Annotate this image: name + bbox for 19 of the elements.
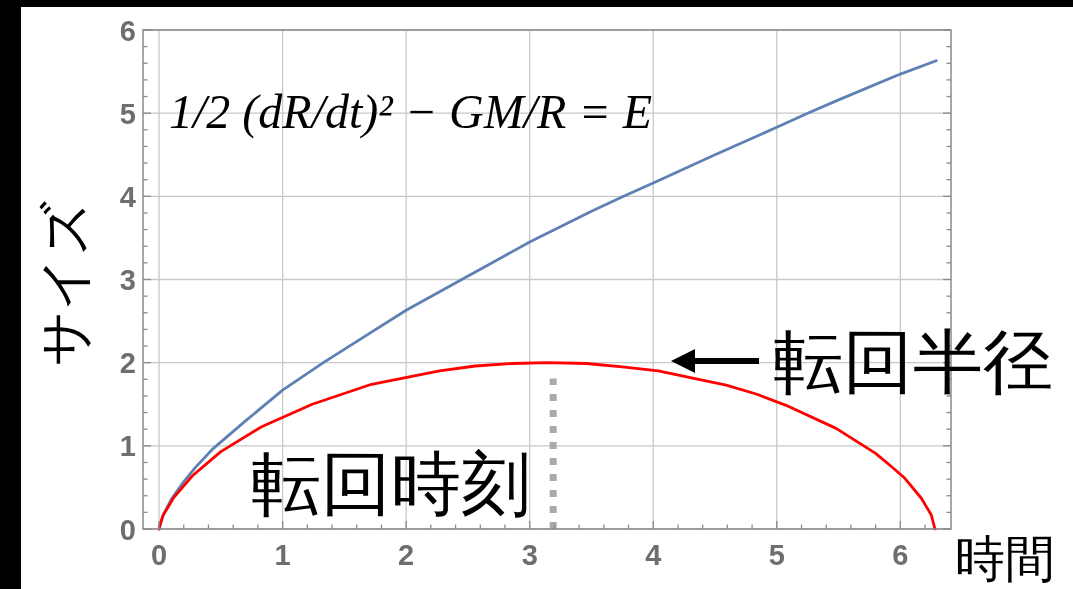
- y-tick-label: 2: [119, 347, 136, 380]
- x-tick-label: 5: [768, 539, 785, 571]
- y-tick-label: 1: [119, 430, 136, 463]
- y-tick-label: 3: [119, 264, 136, 296]
- x-axis-title: 時間: [955, 531, 1055, 587]
- x-tick-label: 1: [274, 539, 291, 571]
- y-tick-label: 5: [119, 97, 136, 130]
- annotation: 1/2 (dR/dt)² − GM/R = E: [169, 85, 653, 139]
- x-tick-label: 2: [398, 539, 415, 571]
- x-tick-label: 6: [892, 539, 909, 571]
- y-tick-label: 6: [119, 14, 136, 47]
- x-tick-label: 3: [521, 539, 538, 571]
- y-tick-label: 0: [119, 513, 136, 546]
- annotation: 転回半径: [773, 323, 1053, 401]
- x-tick-label: 0: [150, 539, 168, 571]
- y-axis-title: サイズ: [34, 201, 94, 366]
- x-tick-label: 4: [645, 539, 662, 571]
- annotation: 転回時刻: [251, 445, 532, 524]
- y-tick-label: 4: [119, 180, 136, 213]
